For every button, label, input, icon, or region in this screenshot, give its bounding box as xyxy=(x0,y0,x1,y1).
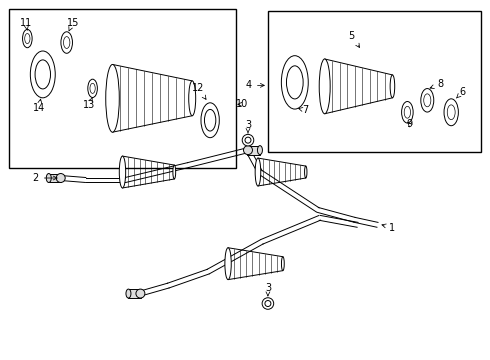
Ellipse shape xyxy=(24,33,30,44)
Ellipse shape xyxy=(424,94,431,107)
Ellipse shape xyxy=(447,105,455,120)
Text: 1: 1 xyxy=(382,223,395,233)
Ellipse shape xyxy=(444,99,458,126)
Ellipse shape xyxy=(244,146,252,154)
Ellipse shape xyxy=(23,30,32,48)
Text: 3: 3 xyxy=(245,120,251,133)
Ellipse shape xyxy=(305,166,307,178)
Ellipse shape xyxy=(106,64,119,132)
Ellipse shape xyxy=(64,37,70,49)
Ellipse shape xyxy=(319,59,330,114)
Ellipse shape xyxy=(287,66,303,99)
Ellipse shape xyxy=(390,75,395,98)
Ellipse shape xyxy=(90,83,95,93)
Ellipse shape xyxy=(265,301,271,306)
Text: 11: 11 xyxy=(20,18,32,30)
Bar xyxy=(268,11,481,152)
Polygon shape xyxy=(49,174,61,183)
Ellipse shape xyxy=(281,56,308,109)
Ellipse shape xyxy=(46,174,51,183)
Text: 4: 4 xyxy=(246,80,264,90)
Ellipse shape xyxy=(173,165,176,179)
Polygon shape xyxy=(128,289,141,298)
Ellipse shape xyxy=(404,106,411,118)
Ellipse shape xyxy=(30,51,55,98)
Ellipse shape xyxy=(119,156,125,188)
Ellipse shape xyxy=(189,81,196,116)
Text: 9: 9 xyxy=(406,119,413,129)
Text: 12: 12 xyxy=(192,84,206,99)
Bar xyxy=(9,9,236,168)
Ellipse shape xyxy=(56,174,65,183)
Text: 2: 2 xyxy=(32,173,57,183)
Text: 6: 6 xyxy=(456,87,465,98)
Polygon shape xyxy=(247,146,260,154)
Ellipse shape xyxy=(225,248,231,280)
Text: 14: 14 xyxy=(33,99,45,113)
Ellipse shape xyxy=(421,89,434,112)
Ellipse shape xyxy=(88,79,98,98)
Ellipse shape xyxy=(204,109,216,131)
Text: 5: 5 xyxy=(348,31,360,48)
Ellipse shape xyxy=(245,137,251,143)
Ellipse shape xyxy=(35,60,50,89)
Ellipse shape xyxy=(201,103,220,138)
Ellipse shape xyxy=(257,146,263,154)
Ellipse shape xyxy=(255,158,261,186)
Ellipse shape xyxy=(136,289,145,298)
Text: 3: 3 xyxy=(265,283,271,296)
Text: 10: 10 xyxy=(236,99,248,109)
Text: 8: 8 xyxy=(430,79,443,89)
Ellipse shape xyxy=(61,32,73,53)
Ellipse shape xyxy=(126,289,131,298)
Ellipse shape xyxy=(281,257,284,271)
Ellipse shape xyxy=(262,298,274,309)
Ellipse shape xyxy=(242,134,254,146)
Ellipse shape xyxy=(402,102,413,123)
Text: 7: 7 xyxy=(298,105,309,115)
Text: 15: 15 xyxy=(67,18,79,31)
Text: 13: 13 xyxy=(82,98,95,110)
